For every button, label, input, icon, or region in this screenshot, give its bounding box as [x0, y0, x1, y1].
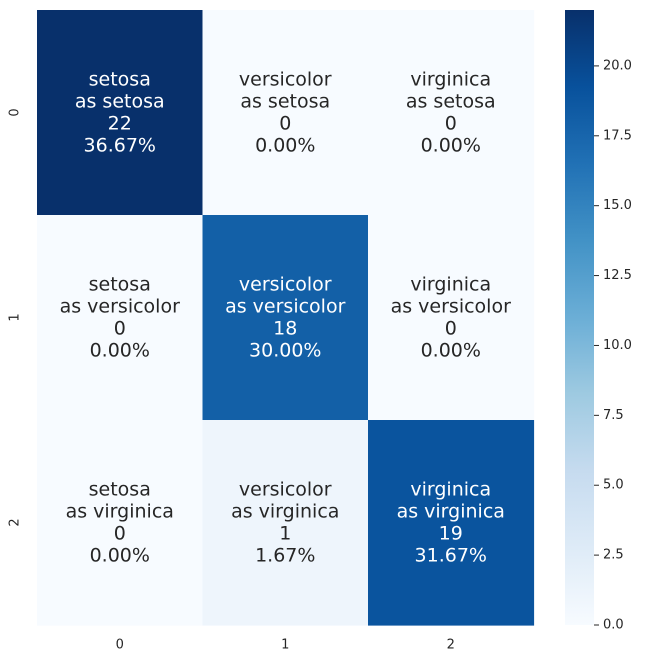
y-tick-label-0: 0: [8, 108, 23, 116]
cell-label-r1-c0-line0: setosa: [89, 274, 151, 296]
colorbar-tick-label-5: 12.5: [603, 268, 632, 283]
cell-label-r2-c2-line3: 31.67%: [415, 545, 487, 567]
heatmap-cell-r1-c1: [202, 215, 369, 421]
heatmap-cell-r2-c1: [202, 420, 369, 626]
colorbar-tick-label-0: 0.0: [603, 618, 624, 633]
colorbar-tick-label-7: 17.5: [603, 128, 632, 143]
cell-label-r0-c0-line3: 36.67%: [84, 135, 156, 157]
colorbar-tick-label-1: 2.5: [603, 548, 624, 563]
cell-label-r0-c1-line1: as setosa: [240, 91, 330, 113]
heatmap-cell-r0-c2: [368, 10, 535, 216]
heatmap-cell-r2-c2: [368, 420, 535, 626]
x-axis-ticks: 0 1 2: [116, 638, 455, 653]
cell-label-r1-c2-line2: 0: [445, 318, 457, 340]
cell-label-r0-c0-line2: 22: [108, 113, 132, 135]
x-tick-label-2: 2: [447, 638, 455, 653]
cell-label-r0-c2-line1: as setosa: [406, 91, 496, 113]
cell-label-r0-c1-line2: 0: [279, 113, 291, 135]
y-axis-ticks: 0 1 2: [8, 108, 23, 526]
x-tick-label-1: 1: [281, 638, 289, 653]
cell-label-r0-c2-line2: 0: [445, 113, 457, 135]
cell-label-r2-c1-line1: as virginica: [231, 501, 339, 523]
cell-label-r2-c1-line2: 1: [279, 523, 291, 545]
cell-label-r2-c2-line1: as virginica: [397, 501, 505, 523]
heatmap-cell-r1-c2: [368, 215, 535, 421]
colorbar: 0.0 2.5 5.0 7.5 10.0 12.5 15.0 17.5 20.0: [565, 10, 632, 633]
colorbar-tick-label-3: 7.5: [603, 408, 624, 423]
colorbar-tick-label-4: 10.0: [603, 338, 632, 353]
heatmap-cell-r0-c0: [37, 10, 204, 216]
heatmap-cell-r1-c0: [37, 215, 204, 421]
cell-label-r1-c1-line0: versicolor: [239, 274, 332, 296]
cell-label-r1-c0-line2: 0: [114, 318, 126, 340]
cell-label-r1-c0-line1: as versicolor: [60, 296, 180, 318]
cell-label-r2-c1-line0: versicolor: [239, 479, 332, 501]
heatmap-cell-r2-c0: [37, 420, 204, 626]
cell-label-r1-c1-line3: 30.00%: [249, 340, 321, 362]
heatmap-cell-r0-c1: [202, 10, 369, 216]
colorbar-tick-label-8: 20.0: [603, 58, 632, 73]
cell-label-r1-c2-line3: 0.00%: [421, 340, 481, 362]
cell-label-r2-c2-line0: virginica: [410, 479, 491, 501]
cell-label-r1-c1-line2: 18: [273, 318, 297, 340]
cell-label-r0-c2-line0: virginica: [410, 69, 491, 91]
x-tick-label-0: 0: [116, 638, 124, 653]
cell-label-r2-c1-line3: 1.67%: [255, 545, 315, 567]
cell-label-r2-c2-line2: 19: [439, 523, 463, 545]
cell-label-r2-c0-line3: 0.00%: [90, 545, 150, 567]
cell-label-r2-c0-line0: setosa: [89, 479, 151, 501]
colorbar-tick-label-2: 5.0: [603, 478, 624, 493]
colorbar-gradient-bar: [565, 10, 594, 625]
colorbar-tick-label-6: 15.0: [603, 198, 632, 213]
cell-label-r0-c1-line0: versicolor: [239, 69, 332, 91]
cell-label-r1-c0-line3: 0.00%: [90, 340, 150, 362]
cell-label-r0-c0-line1: as setosa: [75, 91, 165, 113]
cell-label-r2-c0-line1: as virginica: [66, 501, 174, 523]
cell-label-r1-c1-line1: as versicolor: [225, 296, 345, 318]
y-tick-label-2: 2: [8, 518, 23, 526]
cell-label-r1-c2-line0: virginica: [410, 274, 491, 296]
cell-label-r0-c0-line0: setosa: [89, 69, 151, 91]
cell-label-r0-c1-line3: 0.00%: [255, 135, 315, 157]
cell-label-r2-c0-line2: 0: [114, 523, 126, 545]
cell-label-r1-c2-line1: as versicolor: [391, 296, 511, 318]
cell-label-r0-c2-line3: 0.00%: [421, 135, 481, 157]
y-tick-label-1: 1: [8, 313, 23, 321]
